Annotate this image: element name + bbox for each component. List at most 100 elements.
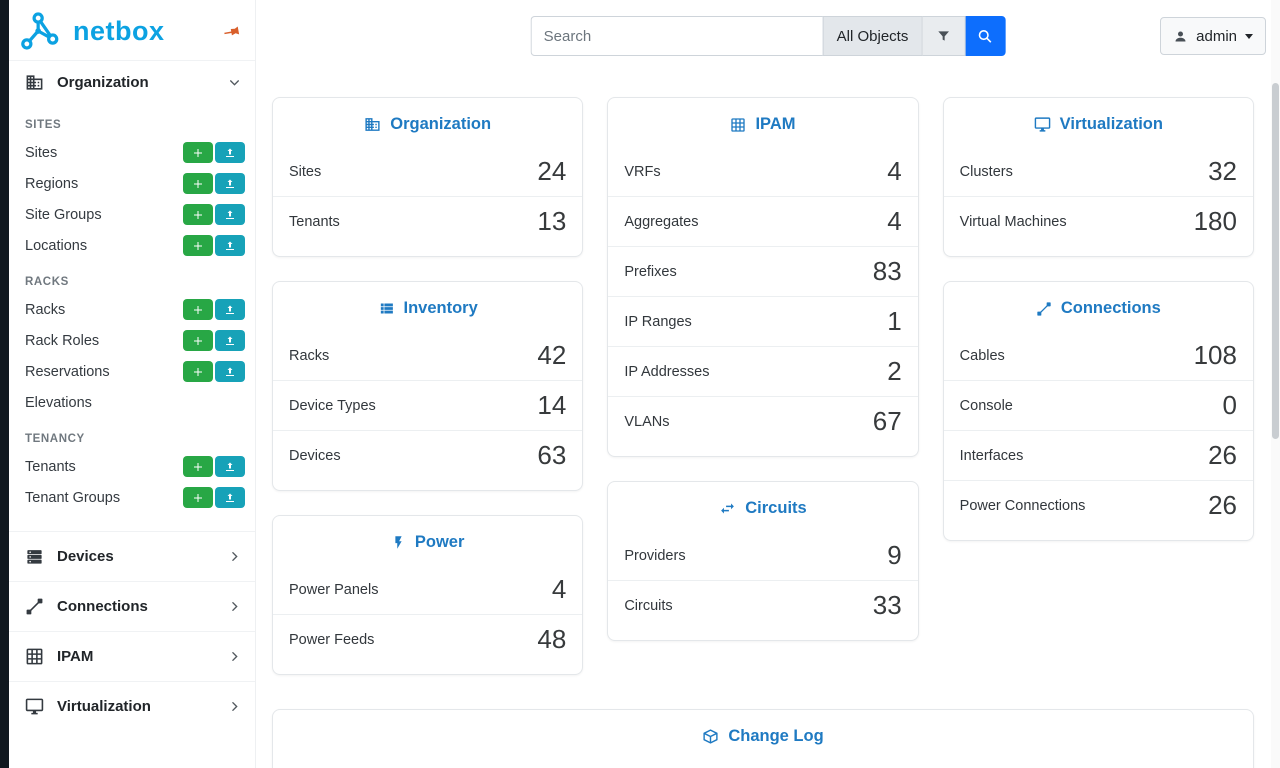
stat-label[interactable]: Prefixes [624,263,677,280]
stat-value[interactable]: 108 [1193,340,1237,370]
add-button[interactable] [183,142,213,163]
stat-value[interactable]: 63 [537,440,567,470]
stat-label[interactable]: VLANs [624,413,670,430]
add-button[interactable] [183,330,213,351]
netbox-logo[interactable]: netbox [17,10,165,52]
add-button[interactable] [183,204,213,225]
stat-label[interactable]: Power Feeds [289,631,375,648]
sidebar-link-elevations[interactable]: Elevations [25,394,92,411]
stat-value[interactable]: 33 [872,590,902,620]
stat-label[interactable]: Tenants [289,213,340,230]
card-title-changelog[interactable]: Change Log [273,710,1253,759]
sidebar-link-sites[interactable]: Sites [25,144,58,161]
stat-label[interactable]: Virtual Machines [959,213,1067,230]
stat-value[interactable]: 1 [887,306,902,336]
stat-value[interactable]: 67 [872,406,902,436]
upload-button[interactable] [215,456,245,477]
stat-value[interactable]: 26 [1208,490,1237,520]
sidebar-link-locations[interactable]: Locations [25,237,88,254]
upload-button[interactable] [215,487,245,508]
card-title-circuits[interactable]: Circuits [608,482,917,531]
stat-value[interactable]: 42 [537,340,567,370]
sidebar-link-reservations[interactable]: Reservations [25,363,110,380]
sidebar-link-regions[interactable]: Regions [25,175,79,192]
stat-label[interactable]: Racks [289,347,330,364]
stat-label[interactable]: Device Types [289,397,376,414]
scrollbar-thumb[interactable] [1272,83,1279,439]
transfer-icon [719,500,736,517]
stat-value[interactable]: 180 [1193,206,1237,236]
stat-value[interactable]: 9 [887,540,902,570]
object-type-button[interactable]: All Objects [822,16,923,56]
stat-value[interactable]: 4 [887,156,902,186]
upload-button[interactable] [215,361,245,382]
stat-value[interactable]: 32 [1208,156,1237,186]
stat-label[interactable]: VRFs [624,163,661,180]
devices-icon [25,547,44,566]
stat-value[interactable]: 4 [887,206,902,236]
stat-value[interactable]: 48 [537,624,567,654]
sidebar-link-site-groups[interactable]: Site Groups [25,206,102,223]
add-button[interactable] [183,235,213,256]
add-button[interactable] [183,173,213,194]
stat-value[interactable]: 24 [537,156,567,186]
scrollbar[interactable] [1271,0,1280,768]
stat-label[interactable]: Aggregates [624,213,699,230]
search-input[interactable] [530,16,823,56]
sidebar-item-regions: Regions [9,168,255,199]
stat-value[interactable]: 13 [537,206,567,236]
stat-label[interactable]: Circuits [624,597,673,614]
card-title-text: Connections [1060,299,1161,317]
upload-button[interactable] [215,330,245,351]
stat-label[interactable]: Clusters [959,163,1013,180]
card-title-inventory[interactable]: Inventory [273,282,582,331]
sidebar-link-rack-roles[interactable]: Rack Roles [25,332,100,349]
stat-label[interactable]: Devices [289,447,341,464]
card-changelog: Change Log [272,709,1254,768]
sidebar-link-tenants[interactable]: Tenants [25,458,76,475]
stat-row: Power Panels 4 [273,565,582,614]
stat-label[interactable]: Interfaces [959,447,1024,464]
card-title-virtualization[interactable]: Virtualization [944,98,1253,147]
connections-icon [25,597,44,616]
stat-label[interactable]: Power Connections [959,497,1086,514]
card-title-power[interactable]: Power [273,516,582,565]
add-button[interactable] [183,456,213,477]
add-button[interactable] [183,487,213,508]
stat-value[interactable]: 83 [872,256,902,286]
card-title-connections[interactable]: Connections [944,282,1253,331]
stat-label[interactable]: Providers [624,547,686,564]
stat-label[interactable]: IP Ranges [624,313,692,330]
sidebar-item-connections[interactable]: Connections [9,581,255,631]
stat-label[interactable]: Cables [959,347,1005,364]
stat-label[interactable]: Sites [289,163,322,180]
sidebar-item-devices[interactable]: Devices [9,531,255,581]
user-menu-button[interactable]: admin [1160,17,1266,55]
upload-button[interactable] [215,235,245,256]
card-ipam: IPAM VRFs 4 Aggregates 4 Prefixes 83 [607,97,919,457]
sidebar-link-tenant-groups[interactable]: Tenant Groups [25,489,121,506]
upload-button[interactable] [215,299,245,320]
pin-icon[interactable] [221,19,245,43]
sidebar-link-racks[interactable]: Racks [25,301,66,318]
sidebar-item-virtualization[interactable]: Virtualization [9,681,255,731]
stat-value[interactable]: 4 [551,574,567,604]
upload-button[interactable] [215,142,245,163]
upload-button[interactable] [215,204,245,225]
filter-button[interactable] [922,16,966,56]
upload-button[interactable] [215,173,245,194]
stat-label[interactable]: Console [959,397,1013,414]
stat-label[interactable]: Power Panels [289,581,379,598]
stat-value[interactable]: 0 [1222,390,1237,420]
add-button[interactable] [183,361,213,382]
add-button[interactable] [183,299,213,320]
stat-value[interactable]: 14 [537,390,567,420]
card-title-ipam[interactable]: IPAM [608,98,917,147]
sidebar-item-ipam[interactable]: IPAM [9,631,255,681]
sidebar-item-organization[interactable]: Organization [9,60,255,104]
card-title-organization[interactable]: Organization [273,98,582,147]
stat-value[interactable]: 26 [1208,440,1237,470]
stat-label[interactable]: IP Addresses [624,363,710,380]
stat-value[interactable]: 2 [887,356,902,386]
search-button[interactable] [965,16,1006,56]
